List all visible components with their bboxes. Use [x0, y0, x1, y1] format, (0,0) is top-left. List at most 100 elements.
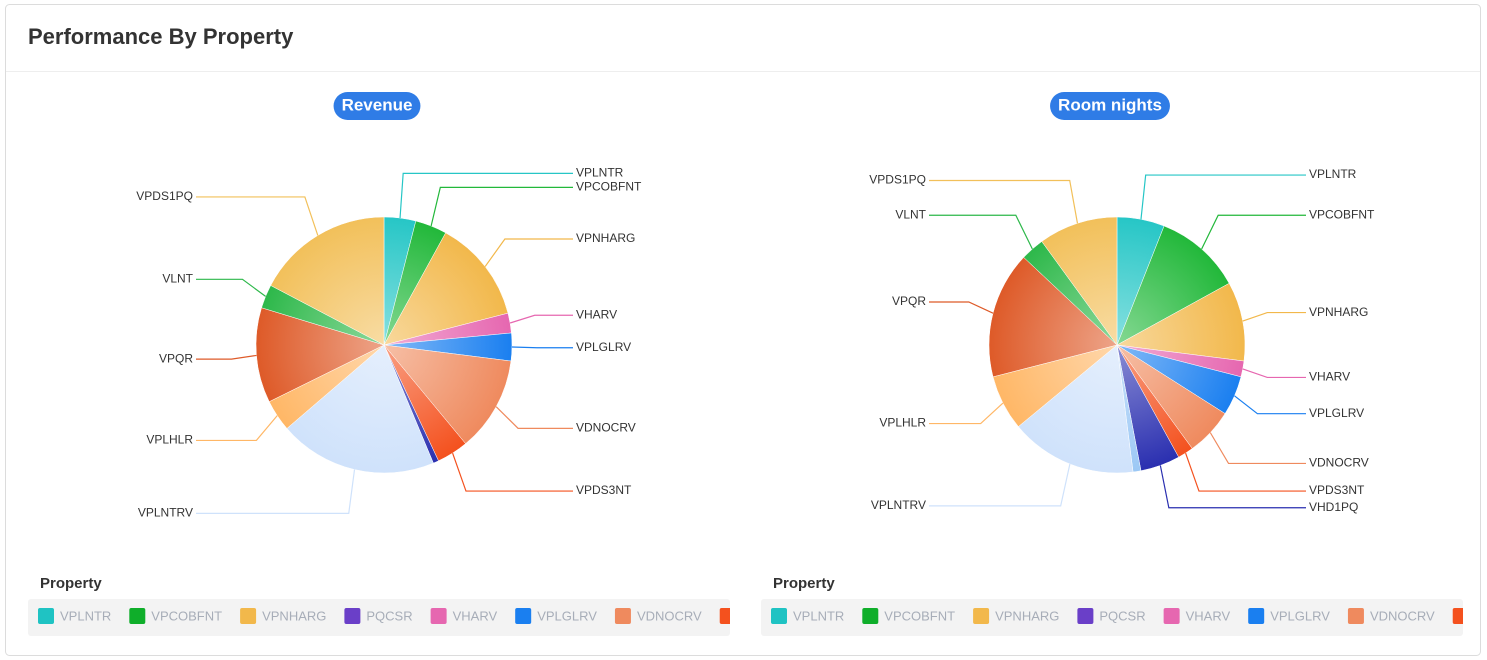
- legend-item[interactable]: VPLNTR: [771, 608, 844, 624]
- leader-line: [1159, 465, 1306, 509]
- leader-line: [196, 354, 257, 360]
- leader-line: [1185, 452, 1306, 492]
- legend-swatch: [1077, 608, 1094, 624]
- legend-bar: [28, 599, 730, 636]
- slice-label: VPQR: [892, 294, 926, 308]
- leader-line: [1242, 368, 1306, 379]
- legend-label: VPLGLRV: [1270, 608, 1330, 623]
- legend-swatch: [240, 608, 257, 624]
- slice-label: VPQR: [159, 351, 193, 365]
- slice-label: VLNT: [162, 271, 193, 285]
- pie-slice: [1116, 282, 1246, 362]
- slice-label: VPDS3NT: [1309, 483, 1365, 497]
- card-title: Performance By Property: [28, 24, 294, 49]
- leader-line: [929, 179, 1079, 224]
- legend-title: Property: [773, 575, 835, 592]
- legend-item[interactable]: VPLNTR: [38, 608, 111, 624]
- legend-swatch: [862, 608, 879, 624]
- legend-swatch: [614, 608, 631, 624]
- slice-label: VPDS1PQ: [869, 173, 926, 187]
- legend: VPLNTR VPCOBFNT VPNHARG PQCSR VHARV VPLGLRV VD…: [771, 608, 1469, 624]
- legend-item[interactable]: [719, 608, 736, 624]
- legend-label: PQCSR: [1099, 608, 1145, 623]
- legend-swatch: [1163, 608, 1180, 624]
- leader-line: [452, 452, 573, 492]
- leader-line: [1209, 432, 1306, 465]
- legend-item[interactable]: VHARV: [430, 608, 498, 624]
- pie-slice: [383, 344, 512, 444]
- slice-label: VPLNTR: [1309, 167, 1357, 181]
- legend-item[interactable]: VPNHARG: [973, 608, 1059, 624]
- legend-label: VHARV: [453, 608, 498, 623]
- legend-item[interactable]: PQCSR: [344, 608, 413, 624]
- legend-swatch: [515, 608, 532, 624]
- legend-label: VPLNTR: [60, 608, 111, 623]
- leader-line: [196, 278, 266, 297]
- legend: VPLNTR VPCOBFNT VPNHARG PQCSR VHARV VPLGLRV VD…: [38, 608, 736, 624]
- legend-label: VDNOCRV: [637, 608, 702, 623]
- legend-label: VPNHARG: [262, 608, 326, 623]
- chart-title-pill: [1050, 92, 1170, 120]
- chart-title: Revenue: [342, 95, 413, 114]
- leader-line: [495, 406, 573, 429]
- legend-swatch: [973, 608, 990, 624]
- legend-item[interactable]: VPCOBFNT: [129, 608, 222, 624]
- slice-label: VDNOCRV: [576, 421, 636, 435]
- legend-title: Property: [40, 575, 102, 592]
- slice-label: VPLHLR: [146, 433, 193, 447]
- pie-slice: [383, 232, 509, 346]
- slice-label: VHARV: [576, 307, 617, 321]
- legend-item[interactable]: VPCOBFNT: [862, 608, 955, 624]
- leader-line: [929, 402, 1004, 425]
- legend-swatch: [771, 608, 787, 624]
- slice-label: VPLGLRV: [576, 340, 631, 354]
- leader-line: [929, 301, 994, 314]
- legend-label: VPLNTR: [793, 608, 844, 623]
- leader-line: [196, 415, 278, 442]
- legend-item[interactable]: VPLGLRV: [1248, 608, 1330, 624]
- legend-item[interactable]: PQCSR: [1077, 608, 1146, 624]
- legend-swatch: [1452, 608, 1463, 624]
- legend-item[interactable]: VDNOCRV: [614, 608, 702, 624]
- legend-item[interactable]: VHARV: [1163, 608, 1231, 624]
- legend-label: VHARV: [1186, 608, 1231, 623]
- slice-label: VHD1PQ: [1309, 500, 1358, 514]
- legend-label: VPCOBFNT: [884, 608, 955, 623]
- legend-item[interactable]: VPNHARG: [240, 608, 326, 624]
- legend-swatch: [719, 608, 730, 624]
- slice-label: VPDS3NT: [576, 483, 632, 497]
- card: [5, 4, 1481, 656]
- legend-label: VDNOCRV: [1370, 608, 1435, 623]
- slice-label: VPLHLR: [879, 416, 926, 430]
- slice-label: VPCOBFNT: [576, 180, 642, 194]
- leader-line: [196, 196, 319, 236]
- legend-swatch: [344, 608, 361, 624]
- slice-label: VPNHARG: [1309, 305, 1368, 319]
- legend-label: PQCSR: [366, 608, 412, 623]
- legend-swatch: [1347, 608, 1364, 624]
- legend-swatch: [1248, 608, 1265, 624]
- leader-line: [1140, 174, 1306, 220]
- legend-item[interactable]: VDNOCRV: [1347, 608, 1435, 624]
- leader-line: [484, 238, 573, 267]
- legend-bar: [761, 599, 1463, 636]
- slice-label: VPLNTRV: [138, 506, 193, 520]
- legend-label: VPLGLRV: [537, 608, 597, 623]
- leader-line: [509, 314, 573, 324]
- leader-line: [511, 346, 573, 349]
- pie-slice: [1041, 216, 1118, 346]
- legend-swatch: [38, 608, 54, 624]
- leader-line: [1234, 395, 1306, 415]
- legend-swatch: [430, 608, 447, 624]
- legend-label: VPCOBFNT: [151, 608, 222, 623]
- legend-item[interactable]: VPLGLRV: [515, 608, 597, 624]
- legend-label: VPNHARG: [995, 608, 1059, 623]
- slice-label: VPLNTRV: [871, 498, 926, 512]
- leader-line: [430, 186, 573, 227]
- pie-slice: [255, 307, 385, 403]
- slice-label: VPDS1PQ: [136, 189, 193, 203]
- legend-item[interactable]: [1452, 608, 1469, 624]
- chart-title: Room nights: [1058, 95, 1162, 114]
- pie-slice: [286, 344, 434, 474]
